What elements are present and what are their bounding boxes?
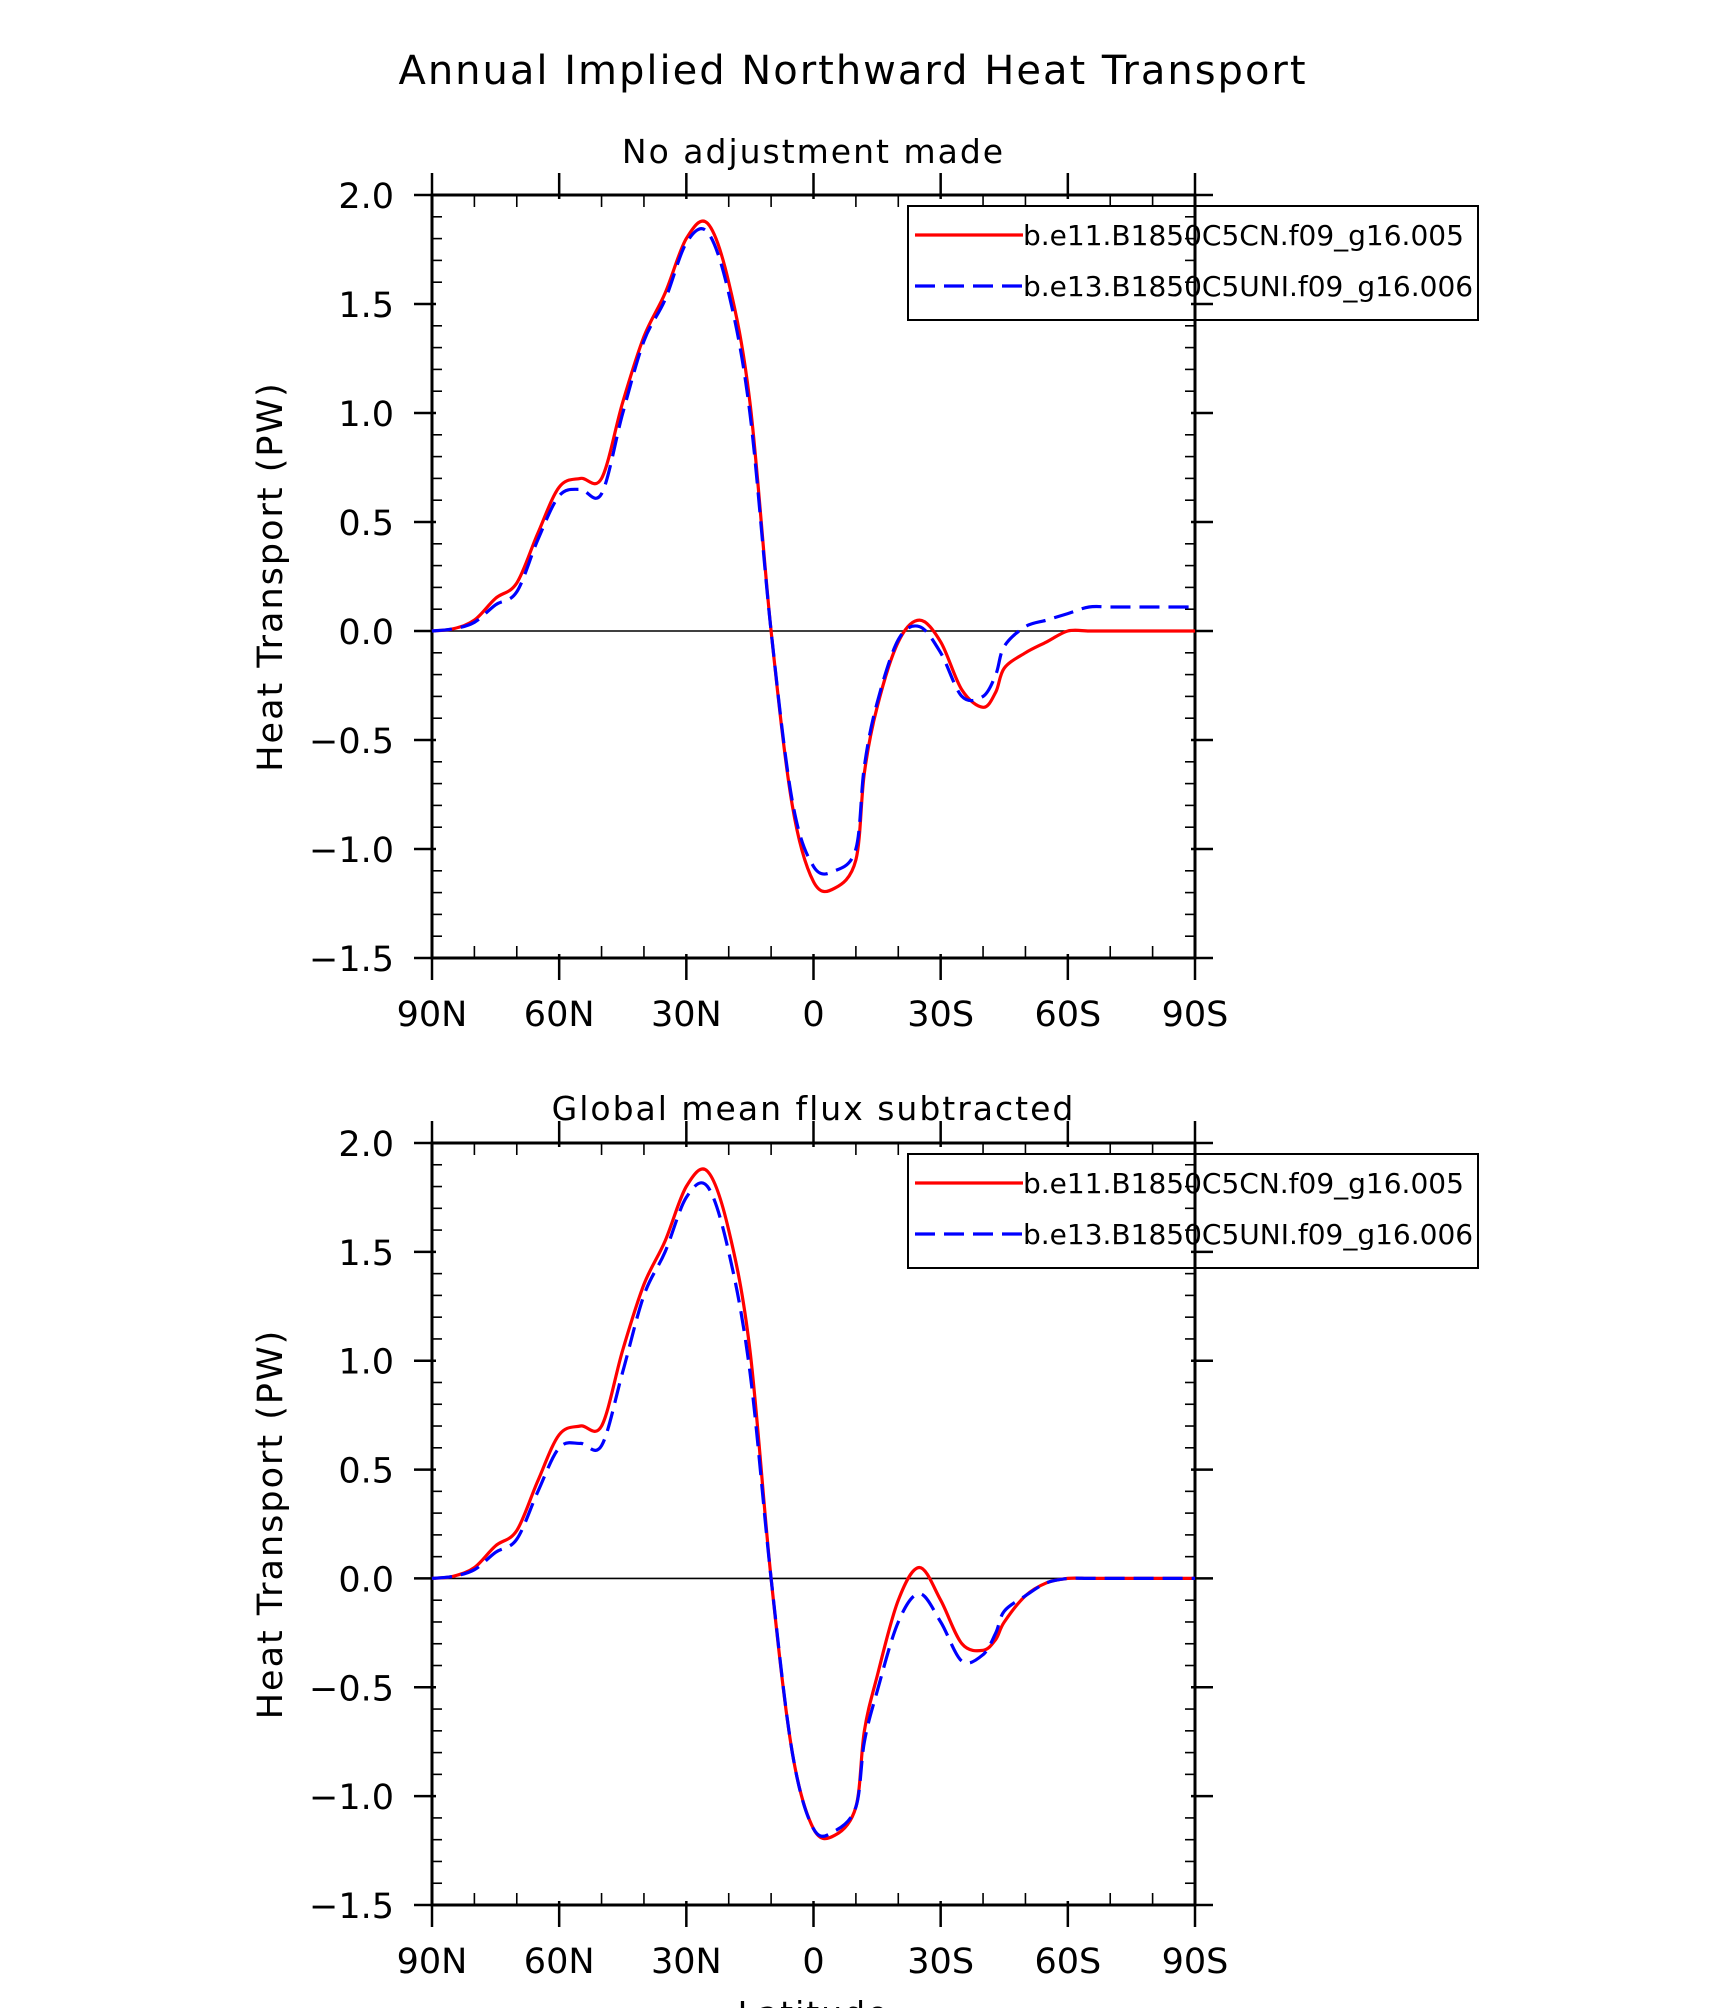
y-tick-label: 1.5	[338, 286, 394, 326]
x-tick-label: 60N	[524, 1942, 595, 1982]
x-tick-label: 0	[802, 995, 824, 1035]
legend-label-2: b.e13.B1850C5UNI.f09_g16.006	[1023, 1218, 1473, 1251]
figure-title: Annual Implied Northward Heat Transport	[398, 48, 1307, 94]
y-axis-label: Heat Transport (PW)	[251, 1329, 291, 1720]
legend-label-2: b.e13.B1850C5UNI.f09_g16.006	[1023, 270, 1473, 303]
series-line-1	[431, 1167, 1195, 1841]
y-tick-label: 0.0	[338, 1560, 394, 1600]
x-axis-label: Latitude	[738, 1994, 890, 2008]
x-tick-label: 30S	[907, 995, 974, 1035]
chart-panel-no-adjustment: No adjustment made −1.5 −1.0 −0.5 0.0 0.5 1.0 1…	[251, 132, 1479, 1035]
x-tick-label: 30N	[651, 1942, 722, 1982]
y-tick-label: −0.5	[309, 1669, 394, 1709]
x-tick-label: 60N	[524, 995, 595, 1035]
x-tick-label: 0	[802, 1942, 824, 1982]
y-tick-label: −1.5	[309, 940, 394, 980]
x-tick-label: 90N	[397, 1942, 468, 1982]
chart-panel-global-mean-subtracted: Global mean flux subtracted−1.5−1.0−0.50…	[251, 1089, 1479, 2008]
y-tick-label: 1.5	[338, 1234, 394, 1274]
legend-label-1: b.e11.B1850C5CN.f09_g16.005	[1023, 219, 1464, 252]
legend-box	[907, 205, 1479, 321]
y-tick-label: 2.0	[338, 177, 394, 217]
y-tick-label: 1.0	[338, 1343, 394, 1383]
legend-label-1: b.e11.B1850C5CN.f09_g16.005	[1023, 1167, 1464, 1200]
chart-subtitle: No adjustment made	[622, 132, 1005, 171]
y-tick-label: 2.0	[338, 1125, 394, 1165]
series-line-2	[431, 227, 1195, 876]
y-axis-label: Heat Transport (PW)	[251, 381, 291, 772]
x-tick-label: 30N	[651, 995, 722, 1035]
y-tick-label: −1.0	[309, 831, 394, 871]
series-line-2	[431, 1181, 1195, 1838]
x-tick-label: 90S	[1162, 995, 1229, 1035]
legend-box	[907, 1153, 1479, 1269]
y-tick-label: 0.0	[338, 613, 394, 653]
y-tick-label: −1.5	[309, 1887, 394, 1927]
y-tick-label: 0.5	[338, 1452, 394, 1492]
y-tick-label: 1.0	[338, 395, 394, 435]
x-tick-label: 30S	[907, 1942, 974, 1982]
x-tick-label: 90S	[1162, 1942, 1229, 1982]
x-tick-label: 90N	[397, 995, 468, 1035]
y-tick-label: −0.5	[309, 722, 394, 762]
y-tick-label: 0.5	[338, 504, 394, 544]
x-tick-label: 60S	[1034, 995, 1101, 1035]
y-tick-label: −1.0	[309, 1778, 394, 1818]
series-line-1	[431, 219, 1195, 894]
x-tick-label: 60S	[1034, 1942, 1101, 1982]
